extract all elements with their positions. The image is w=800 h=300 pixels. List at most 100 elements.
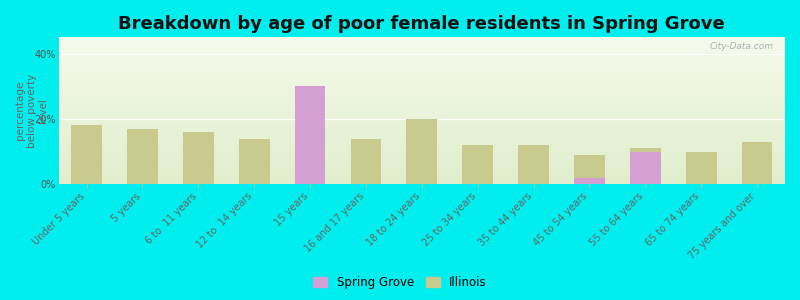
Bar	[58, 168, 785, 169]
Bar	[58, 65, 785, 66]
Bar	[58, 41, 785, 42]
Bar	[58, 74, 785, 75]
Bar	[58, 96, 785, 97]
Bar	[58, 161, 785, 162]
Bar	[58, 139, 785, 140]
Title: Breakdown by age of poor female residents in Spring Grove: Breakdown by age of poor female resident…	[118, 15, 726, 33]
Bar	[58, 153, 785, 154]
Bar	[574, 155, 605, 184]
Bar	[58, 136, 785, 137]
Bar	[58, 95, 785, 96]
Bar	[58, 55, 785, 56]
Bar	[58, 53, 785, 54]
Bar	[58, 91, 785, 92]
Bar	[58, 174, 785, 175]
Bar	[58, 60, 785, 61]
Bar	[518, 145, 549, 184]
Bar	[58, 149, 785, 150]
Bar	[58, 48, 785, 49]
Bar	[58, 147, 785, 148]
Bar	[71, 125, 102, 184]
Bar	[58, 114, 785, 115]
Bar	[58, 180, 785, 181]
Bar	[58, 46, 785, 47]
Bar	[58, 102, 785, 103]
Bar	[58, 142, 785, 143]
Bar	[58, 165, 785, 166]
Bar	[58, 158, 785, 159]
Bar	[58, 173, 785, 174]
Bar	[58, 81, 785, 82]
Bar	[58, 119, 785, 120]
Bar	[58, 131, 785, 132]
Bar	[58, 171, 785, 172]
Bar	[58, 82, 785, 83]
Bar	[58, 124, 785, 125]
Bar	[58, 47, 785, 48]
Bar	[58, 116, 785, 117]
Bar	[742, 142, 773, 184]
Bar	[58, 61, 785, 62]
Bar	[58, 105, 785, 106]
Bar	[58, 62, 785, 63]
Bar	[58, 122, 785, 123]
Bar	[58, 86, 785, 87]
Bar	[58, 162, 785, 163]
Bar	[58, 38, 785, 39]
Bar	[58, 179, 785, 180]
Bar	[58, 134, 785, 135]
Bar	[58, 58, 785, 59]
Bar	[58, 137, 785, 138]
Bar	[58, 167, 785, 168]
Bar	[58, 150, 785, 151]
Bar	[58, 121, 785, 122]
Bar	[58, 126, 785, 127]
Bar	[183, 132, 214, 184]
Bar	[294, 86, 326, 184]
Bar	[58, 169, 785, 170]
Bar	[58, 64, 785, 65]
Bar	[58, 113, 785, 114]
Bar	[58, 177, 785, 178]
Bar	[58, 128, 785, 129]
Bar	[58, 72, 785, 73]
Bar	[58, 133, 785, 134]
Bar	[58, 42, 785, 43]
Bar	[58, 145, 785, 146]
Bar	[574, 178, 605, 184]
Bar	[58, 146, 785, 147]
Bar	[462, 145, 493, 184]
Y-axis label: percentage
below poverty
level: percentage below poverty level	[15, 74, 48, 148]
Bar	[58, 77, 785, 78]
Bar	[58, 88, 785, 89]
Bar	[58, 94, 785, 95]
Bar	[239, 139, 270, 184]
Bar	[58, 160, 785, 161]
Bar	[58, 100, 785, 101]
Bar	[58, 115, 785, 116]
Bar	[58, 40, 785, 41]
Bar	[58, 132, 785, 133]
Bar	[58, 156, 785, 157]
Bar	[127, 129, 158, 184]
Bar	[58, 103, 785, 104]
Bar	[58, 163, 785, 164]
Bar	[630, 152, 661, 184]
Bar	[58, 67, 785, 68]
Bar	[58, 130, 785, 131]
Bar	[58, 89, 785, 90]
Bar	[58, 75, 785, 76]
Bar	[58, 129, 785, 130]
Bar	[58, 152, 785, 153]
Bar	[58, 66, 785, 67]
Bar	[58, 63, 785, 64]
Text: City-Data.com: City-Data.com	[710, 42, 774, 51]
Bar	[294, 129, 326, 184]
Bar	[58, 111, 785, 112]
Bar	[58, 83, 785, 84]
Bar	[58, 143, 785, 144]
Bar	[58, 54, 785, 55]
Bar	[58, 154, 785, 155]
Bar	[58, 164, 785, 165]
Bar	[58, 141, 785, 142]
